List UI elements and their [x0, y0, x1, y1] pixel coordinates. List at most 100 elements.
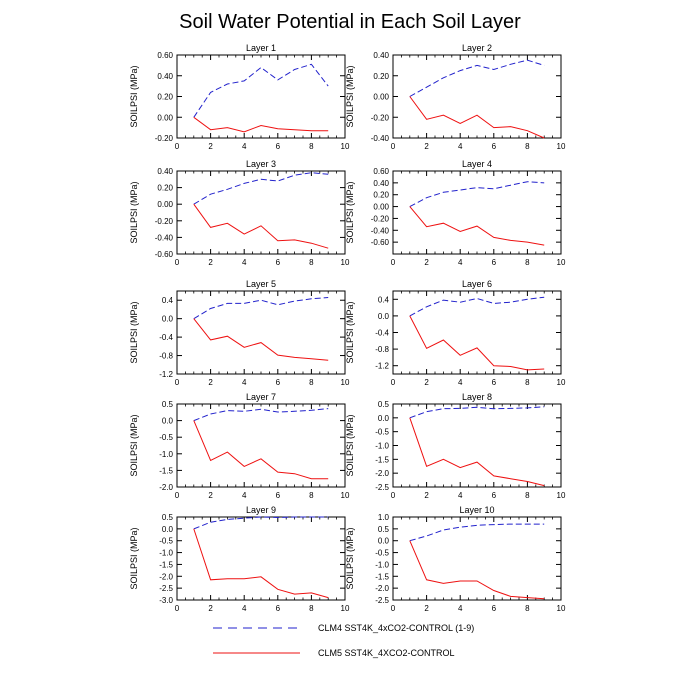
- x-tick-label: 8: [309, 604, 314, 613]
- y-tick-label: 0.40: [373, 51, 389, 60]
- y-tick-label: -0.5: [159, 433, 173, 442]
- x-tick-label: 8: [309, 258, 314, 267]
- x-tick-label: 0: [175, 604, 180, 613]
- series-line-clm4: [409, 406, 545, 419]
- x-tick-label: 6: [276, 604, 281, 613]
- panel-layer-4: Layer 4 SOILPSI (MPa) 0 2 4 6 8 10 -0.60 -0.40 -0.…: [345, 159, 566, 267]
- y-tick-label: -2.5: [375, 483, 389, 492]
- y-tick-label: -0.5: [375, 428, 389, 437]
- y-tick-label: -1.2: [159, 370, 173, 379]
- y-tick-label: -1.5: [375, 572, 389, 581]
- x-tick-label: 10: [557, 491, 566, 500]
- panel-layer-9: Layer 9 SOILPSI (MPa) 0 2 4 6 8 10 -3.0 -2.5 -2.0 -…: [129, 505, 350, 613]
- series-line-clm4: [193, 408, 329, 422]
- y-tick-label: -0.40: [371, 134, 390, 143]
- y-axis-label: SOILPSI (MPa): [129, 414, 139, 476]
- y-tick-label: 0.0: [378, 537, 390, 546]
- y-tick-label: 0.00: [157, 200, 173, 209]
- series-line-clm4: [193, 297, 329, 320]
- y-tick-label: -1.5: [159, 560, 173, 569]
- x-tick-label: 2: [208, 378, 213, 387]
- x-tick-label: 6: [492, 491, 497, 500]
- x-tick-label: 2: [424, 142, 429, 151]
- panel-layer-7: Layer 7 SOILPSI (MPa) 0 2 4 6 8 10 -2.0 -1.5 -1.0 -…: [129, 392, 350, 500]
- panel-layer-3: Layer 3 SOILPSI (MPa) 0 2 4 6 8 10 -0.60 -0.40 -0.…: [129, 159, 350, 267]
- series-line-clm5: [409, 206, 545, 246]
- x-tick-label: 2: [208, 491, 213, 500]
- y-tick-label: 0.0: [378, 312, 390, 321]
- y-tick-label: 0.0: [162, 315, 174, 324]
- legend-label: CLM4 SST4K_4xCO2-CONTROL (1-9): [318, 623, 474, 633]
- y-tick-label: -0.8: [159, 352, 173, 361]
- series-line-clm4: [193, 516, 329, 530]
- x-tick-label: 10: [341, 258, 350, 267]
- x-tick-label: 4: [458, 378, 463, 387]
- x-tick-label: 6: [492, 258, 497, 267]
- x-tick-label: 10: [341, 142, 350, 151]
- y-tick-label: 0.20: [157, 93, 173, 102]
- x-tick-label: 8: [525, 142, 530, 151]
- panel-layer-8: Layer 8 SOILPSI (MPa) 0 2 4 6 8 10 -2.5 -2.0 -1.5 -…: [345, 392, 566, 500]
- x-tick-label: 0: [175, 258, 180, 267]
- panel-title: Layer 8: [462, 392, 492, 402]
- x-tick-label: 8: [309, 491, 314, 500]
- y-tick-label: 0.20: [157, 184, 173, 193]
- panel-title: Layer 1: [246, 43, 276, 53]
- x-tick-label: 8: [525, 491, 530, 500]
- x-tick-label: 2: [208, 142, 213, 151]
- y-tick-label: 0.60: [373, 167, 389, 176]
- panel-title: Layer 3: [246, 159, 276, 169]
- x-tick-label: 0: [175, 142, 180, 151]
- panel-title: Layer 9: [246, 505, 276, 515]
- series-line-clm5: [193, 116, 329, 133]
- y-tick-label: -2.0: [375, 469, 389, 478]
- y-tick-label: 0.40: [157, 167, 173, 176]
- x-tick-label: 4: [458, 604, 463, 613]
- y-tick-label: -1.5: [159, 466, 173, 475]
- y-tick-label: -0.5: [375, 549, 389, 558]
- x-tick-label: 10: [557, 258, 566, 267]
- x-tick-label: 6: [276, 142, 281, 151]
- y-tick-label: -2.0: [159, 572, 173, 581]
- y-tick-label: 0.40: [373, 179, 389, 188]
- legend-label: CLM5 SST4K_4XCO2-CONTROL: [318, 648, 455, 658]
- figure-title: Soil Water Potential in Each Soil Layer: [179, 11, 521, 33]
- series-line-clm5: [193, 318, 329, 361]
- x-tick-label: 10: [341, 604, 350, 613]
- panel-title: Layer 4: [462, 159, 492, 169]
- y-tick-label: -0.20: [155, 134, 174, 143]
- x-tick-label: 6: [276, 258, 281, 267]
- y-axis-label: SOILPSI (MPa): [345, 65, 355, 127]
- series-line-clm4: [193, 172, 329, 205]
- x-tick-label: 8: [309, 378, 314, 387]
- y-tick-label: -1.0: [375, 442, 389, 451]
- x-tick-label: 10: [341, 378, 350, 387]
- series-line-clm5: [193, 203, 329, 249]
- x-tick-label: 0: [391, 378, 396, 387]
- series-line-clm5: [409, 96, 545, 139]
- x-tick-label: 6: [276, 378, 281, 387]
- y-tick-label: -0.60: [155, 250, 174, 259]
- y-tick-label: 0.4: [378, 295, 390, 304]
- y-tick-label: 0.20: [373, 72, 389, 81]
- series-line-clm4: [193, 63, 329, 118]
- panel-title: Layer 10: [459, 505, 494, 515]
- x-tick-label: 2: [424, 491, 429, 500]
- x-tick-label: 2: [424, 378, 429, 387]
- series-line-clm5: [409, 540, 545, 600]
- x-tick-label: 2: [208, 604, 213, 613]
- x-tick-label: 6: [492, 142, 497, 151]
- x-tick-label: 4: [458, 491, 463, 500]
- series-line-clm5: [409, 417, 545, 487]
- x-tick-label: 4: [242, 378, 247, 387]
- x-tick-label: 6: [492, 378, 497, 387]
- legend-item-clm5: CLM5 SST4K_4XCO2-CONTROL: [213, 648, 455, 658]
- y-tick-label: 0.0: [162, 525, 174, 534]
- series-line-clm5: [193, 420, 329, 480]
- y-tick-label: -2.0: [375, 584, 389, 593]
- y-tick-label: 0.00: [373, 93, 389, 102]
- y-tick-label: -0.5: [159, 537, 173, 546]
- y-tick-label: 0.00: [157, 113, 173, 122]
